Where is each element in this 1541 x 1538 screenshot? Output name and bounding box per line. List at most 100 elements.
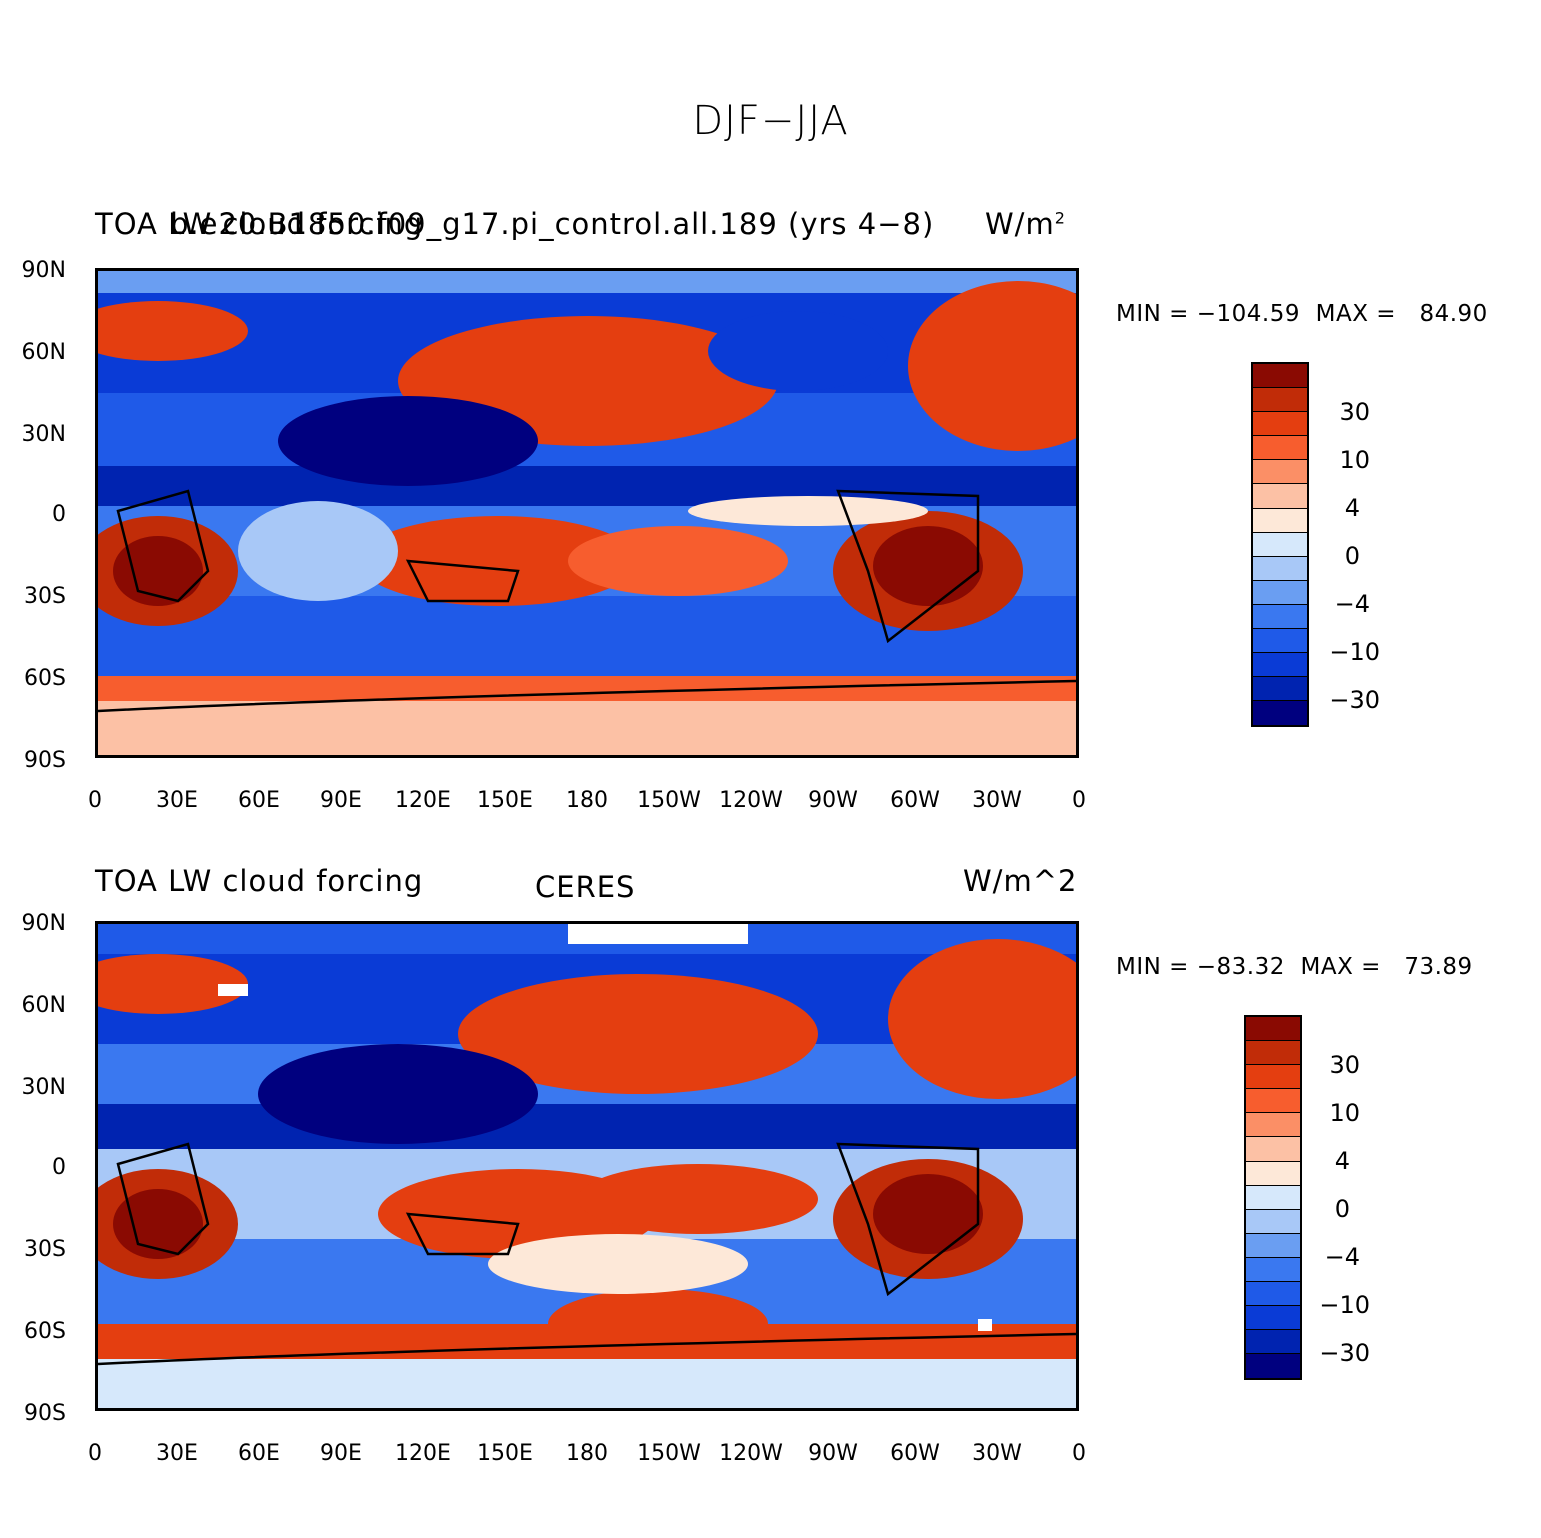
coastlines (98, 1142, 1076, 1366)
units-superscript: 2 (1054, 208, 1066, 228)
lon-tick: 180 (566, 1441, 608, 1466)
colorbar-swatch (1246, 1065, 1300, 1090)
lon-tick: 90W (808, 788, 858, 813)
panel-units: W/m2 (985, 207, 1066, 241)
band-itcz-north (98, 466, 1076, 506)
min-max-readout: MIN = −83.32 MAX = 73.89 (1116, 954, 1473, 980)
colorbar-swatch (1246, 1330, 1300, 1355)
min-value: −104.59 (1196, 301, 1300, 327)
lon-tick: 90E (320, 788, 362, 813)
lat-tick: 90N (21, 911, 66, 936)
blob-ross-sea (548, 1289, 768, 1359)
lat-tick: 30S (24, 1237, 66, 1262)
lon-tick: 60W (890, 1441, 940, 1466)
units-text: W/m^2 (963, 864, 1078, 898)
lon-tick: 60E (238, 788, 280, 813)
blob-amazon-core (873, 526, 983, 606)
lat-tick: 60S (24, 666, 66, 691)
lon-tick: 0 (1072, 788, 1086, 813)
band-antarctica (98, 701, 1076, 755)
blob-africa-core (113, 1189, 203, 1259)
colorbar-label: 30 (1339, 398, 1370, 426)
colorbar-swatch (1253, 364, 1307, 389)
units-text: W/m (985, 207, 1055, 241)
blob-south-pacific-pale (488, 1234, 748, 1294)
lat-tick: 90N (21, 258, 66, 283)
colorbar-swatch (1253, 388, 1307, 413)
contour-map (95, 268, 1079, 758)
lat-tick: 60N (21, 993, 66, 1018)
lon-tick: 30E (156, 1441, 198, 1466)
colorbar-label: −30 (1319, 1339, 1370, 1367)
colorbar-swatch (1253, 701, 1307, 726)
panel-units: W/m^2 (963, 864, 1077, 898)
colorbar-swatch (1253, 484, 1307, 509)
colorbar-swatch (1246, 1257, 1300, 1283)
colorbar-swatch (1253, 629, 1307, 654)
lon-tick: 0 (88, 1441, 102, 1466)
max-label: MAX = (1315, 301, 1404, 327)
min-label: MIN = (1116, 301, 1197, 327)
lon-tick: 150W (637, 1441, 701, 1466)
panel-left-title: TOA LW cloud forcing (95, 207, 424, 241)
map-svg (98, 271, 1076, 755)
colorbar-swatch (1253, 508, 1307, 533)
colorbar-label: 10 (1339, 446, 1370, 474)
band-arctic (98, 271, 1076, 293)
colorbar-swatch (1253, 460, 1307, 485)
lat-tick: 30N (21, 422, 66, 447)
colorbar-swatch (1246, 1137, 1300, 1162)
colorbar-swatch (1246, 1209, 1300, 1234)
max-value: 84.90 (1419, 301, 1488, 327)
blob-east-pacific (688, 496, 928, 526)
blob-india-cold (258, 1044, 538, 1144)
colorbar-swatch (1253, 556, 1307, 581)
contour-map (95, 921, 1079, 1411)
colorbar-swatch (1246, 1282, 1300, 1307)
lon-tick: 120W (719, 1441, 783, 1466)
missing-data-patch (218, 984, 248, 996)
colorbar-label: 0 (1334, 1195, 1350, 1223)
colorbar-swatch (1246, 1185, 1300, 1210)
min-value: −83.32 (1196, 954, 1285, 980)
colorbar-swatch (1246, 1233, 1300, 1258)
blob-pacific-cold (708, 311, 888, 391)
coastlines (98, 489, 1076, 713)
lon-tick: 150W (637, 788, 701, 813)
colorbar-label: 4 (1344, 494, 1360, 522)
colorbar (1244, 1015, 1302, 1381)
colorbar-swatch (1246, 1306, 1300, 1331)
max-value: 73.89 (1404, 954, 1473, 980)
blob-maritime (358, 516, 638, 606)
colorbar-label: −10 (1329, 638, 1380, 666)
colorbar-label: 4 (1334, 1147, 1350, 1175)
panel-center-title: b.e20.B1850.f09_g17.pi_control.all.189 (… (170, 207, 935, 241)
lat-tick: 0 (52, 1155, 66, 1180)
colorbar-swatch (1253, 580, 1307, 605)
colorbar-swatch (1246, 1017, 1300, 1042)
colorbar-swatch (1246, 1041, 1300, 1066)
colorbar-label: −4 (1334, 590, 1370, 618)
blob-north-atlantic (888, 939, 1076, 1099)
colorbar-swatch (1246, 1354, 1300, 1379)
panel-center-title: CERES (535, 870, 636, 904)
lon-tick: 0 (88, 788, 102, 813)
panel-left-title: TOA LW cloud forcing (95, 864, 424, 898)
blob-europe (98, 301, 248, 361)
band-itcz-north (98, 1104, 1076, 1149)
lat-tick: 90S (24, 1401, 66, 1426)
colorbar-label: 0 (1344, 542, 1360, 570)
lon-tick: 90W (808, 1441, 858, 1466)
blob-africa-core (113, 536, 203, 606)
colorbar-label: −4 (1324, 1243, 1360, 1271)
max-label: MAX = (1300, 954, 1389, 980)
lon-tick: 60E (238, 1441, 280, 1466)
colorbar-label: 30 (1329, 1051, 1360, 1079)
blob-spcz (578, 1164, 818, 1234)
colorbar-swatch (1253, 412, 1307, 437)
lon-tick: 120E (395, 1441, 451, 1466)
lon-tick: 90E (320, 1441, 362, 1466)
min-label: MIN = (1116, 954, 1197, 980)
panel-model: TOA LW cloud forcing b.e20.B1850.f09_g17… (0, 195, 1541, 855)
blob-spcz (568, 526, 788, 596)
